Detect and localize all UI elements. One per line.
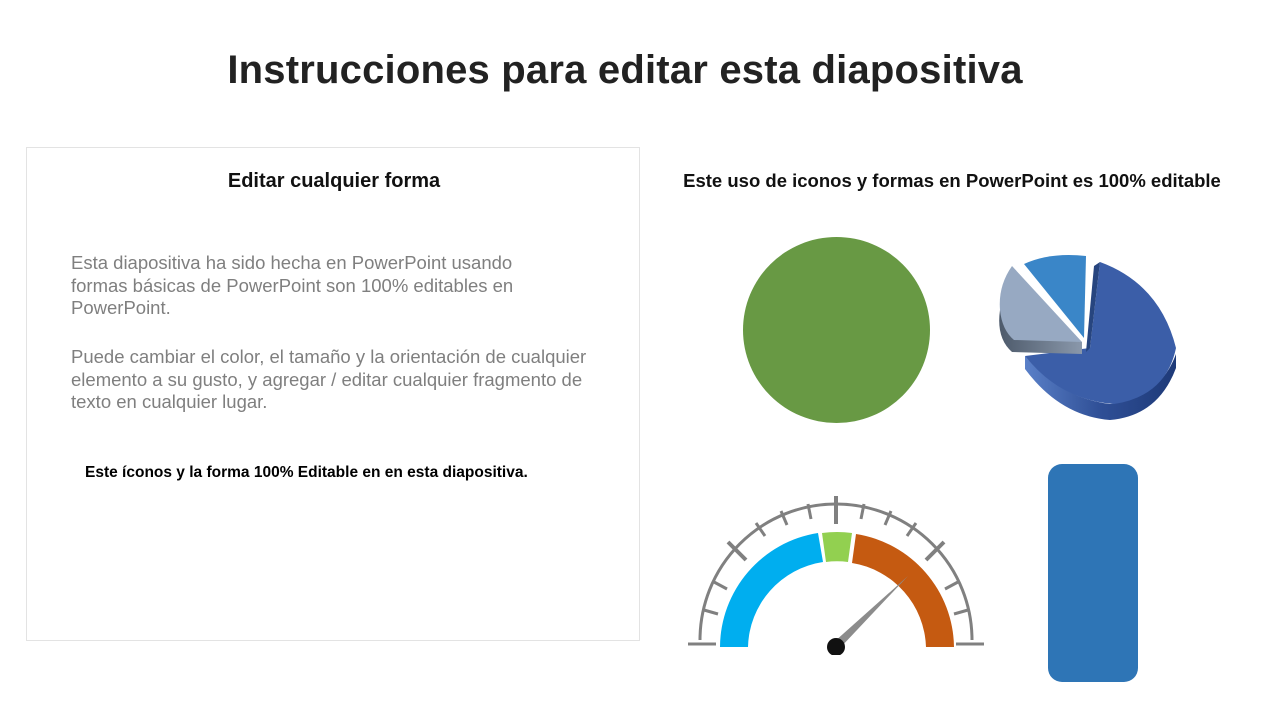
pie-slice-side — [1025, 354, 1176, 420]
paragraph-1-line-2: formas básicas de PowerPoint son 100% ed… — [71, 274, 514, 296]
paragraph-2-line-3: texto en cualquier lugar. — [71, 391, 268, 412]
gauge-needle — [834, 576, 908, 648]
gauge-band-blue — [720, 533, 823, 647]
panel-heading: Editar cualquier forma — [227, 170, 441, 192]
shapes-heading: Este uso de iconos y formas en PowerPoin… — [683, 170, 1221, 191]
pie-slice-light-blue — [1024, 255, 1086, 338]
rounded-rectangle-shape[interactable] — [1048, 464, 1138, 682]
pie-chart-3d-shape[interactable] — [990, 248, 1182, 430]
pie-slice-edge — [1086, 262, 1100, 352]
panel-footer-note: Este íconos y la forma 100% Editable en … — [85, 464, 528, 481]
slide-title: Instrucciones para editar esta diapositi… — [227, 48, 1023, 92]
paragraph-2-line-2: elemento a su gusto, y agregar / editar … — [71, 368, 583, 390]
pie-slice-large — [1025, 262, 1176, 404]
green-circle-shape[interactable] — [743, 237, 930, 423]
gauge-band-green — [822, 532, 852, 562]
paragraph-1-line-1: Esta diapositiva ha sido hecha en PowerP… — [71, 252, 513, 273]
paragraph-2-line-1: Puede cambiar el color, el tamaño y la o… — [71, 346, 587, 367]
instructions-panel: Editar cualquier forma Esta diapositiva … — [26, 147, 640, 641]
pie-slice-gray — [999, 266, 1082, 342]
instructions-paragraph-2: Puede cambiar el color, el tamaño y la o… — [71, 346, 661, 414]
gauge-ticks — [688, 496, 984, 646]
instructions-paragraph-1: Esta diapositiva ha sido hecha en PowerP… — [71, 252, 661, 320]
speedometer-gauge-shape[interactable] — [684, 490, 990, 655]
paragraph-1-line-3: PowerPoint. — [71, 297, 171, 318]
gauge-band-orange — [852, 534, 954, 647]
gauge-hub — [827, 638, 845, 655]
